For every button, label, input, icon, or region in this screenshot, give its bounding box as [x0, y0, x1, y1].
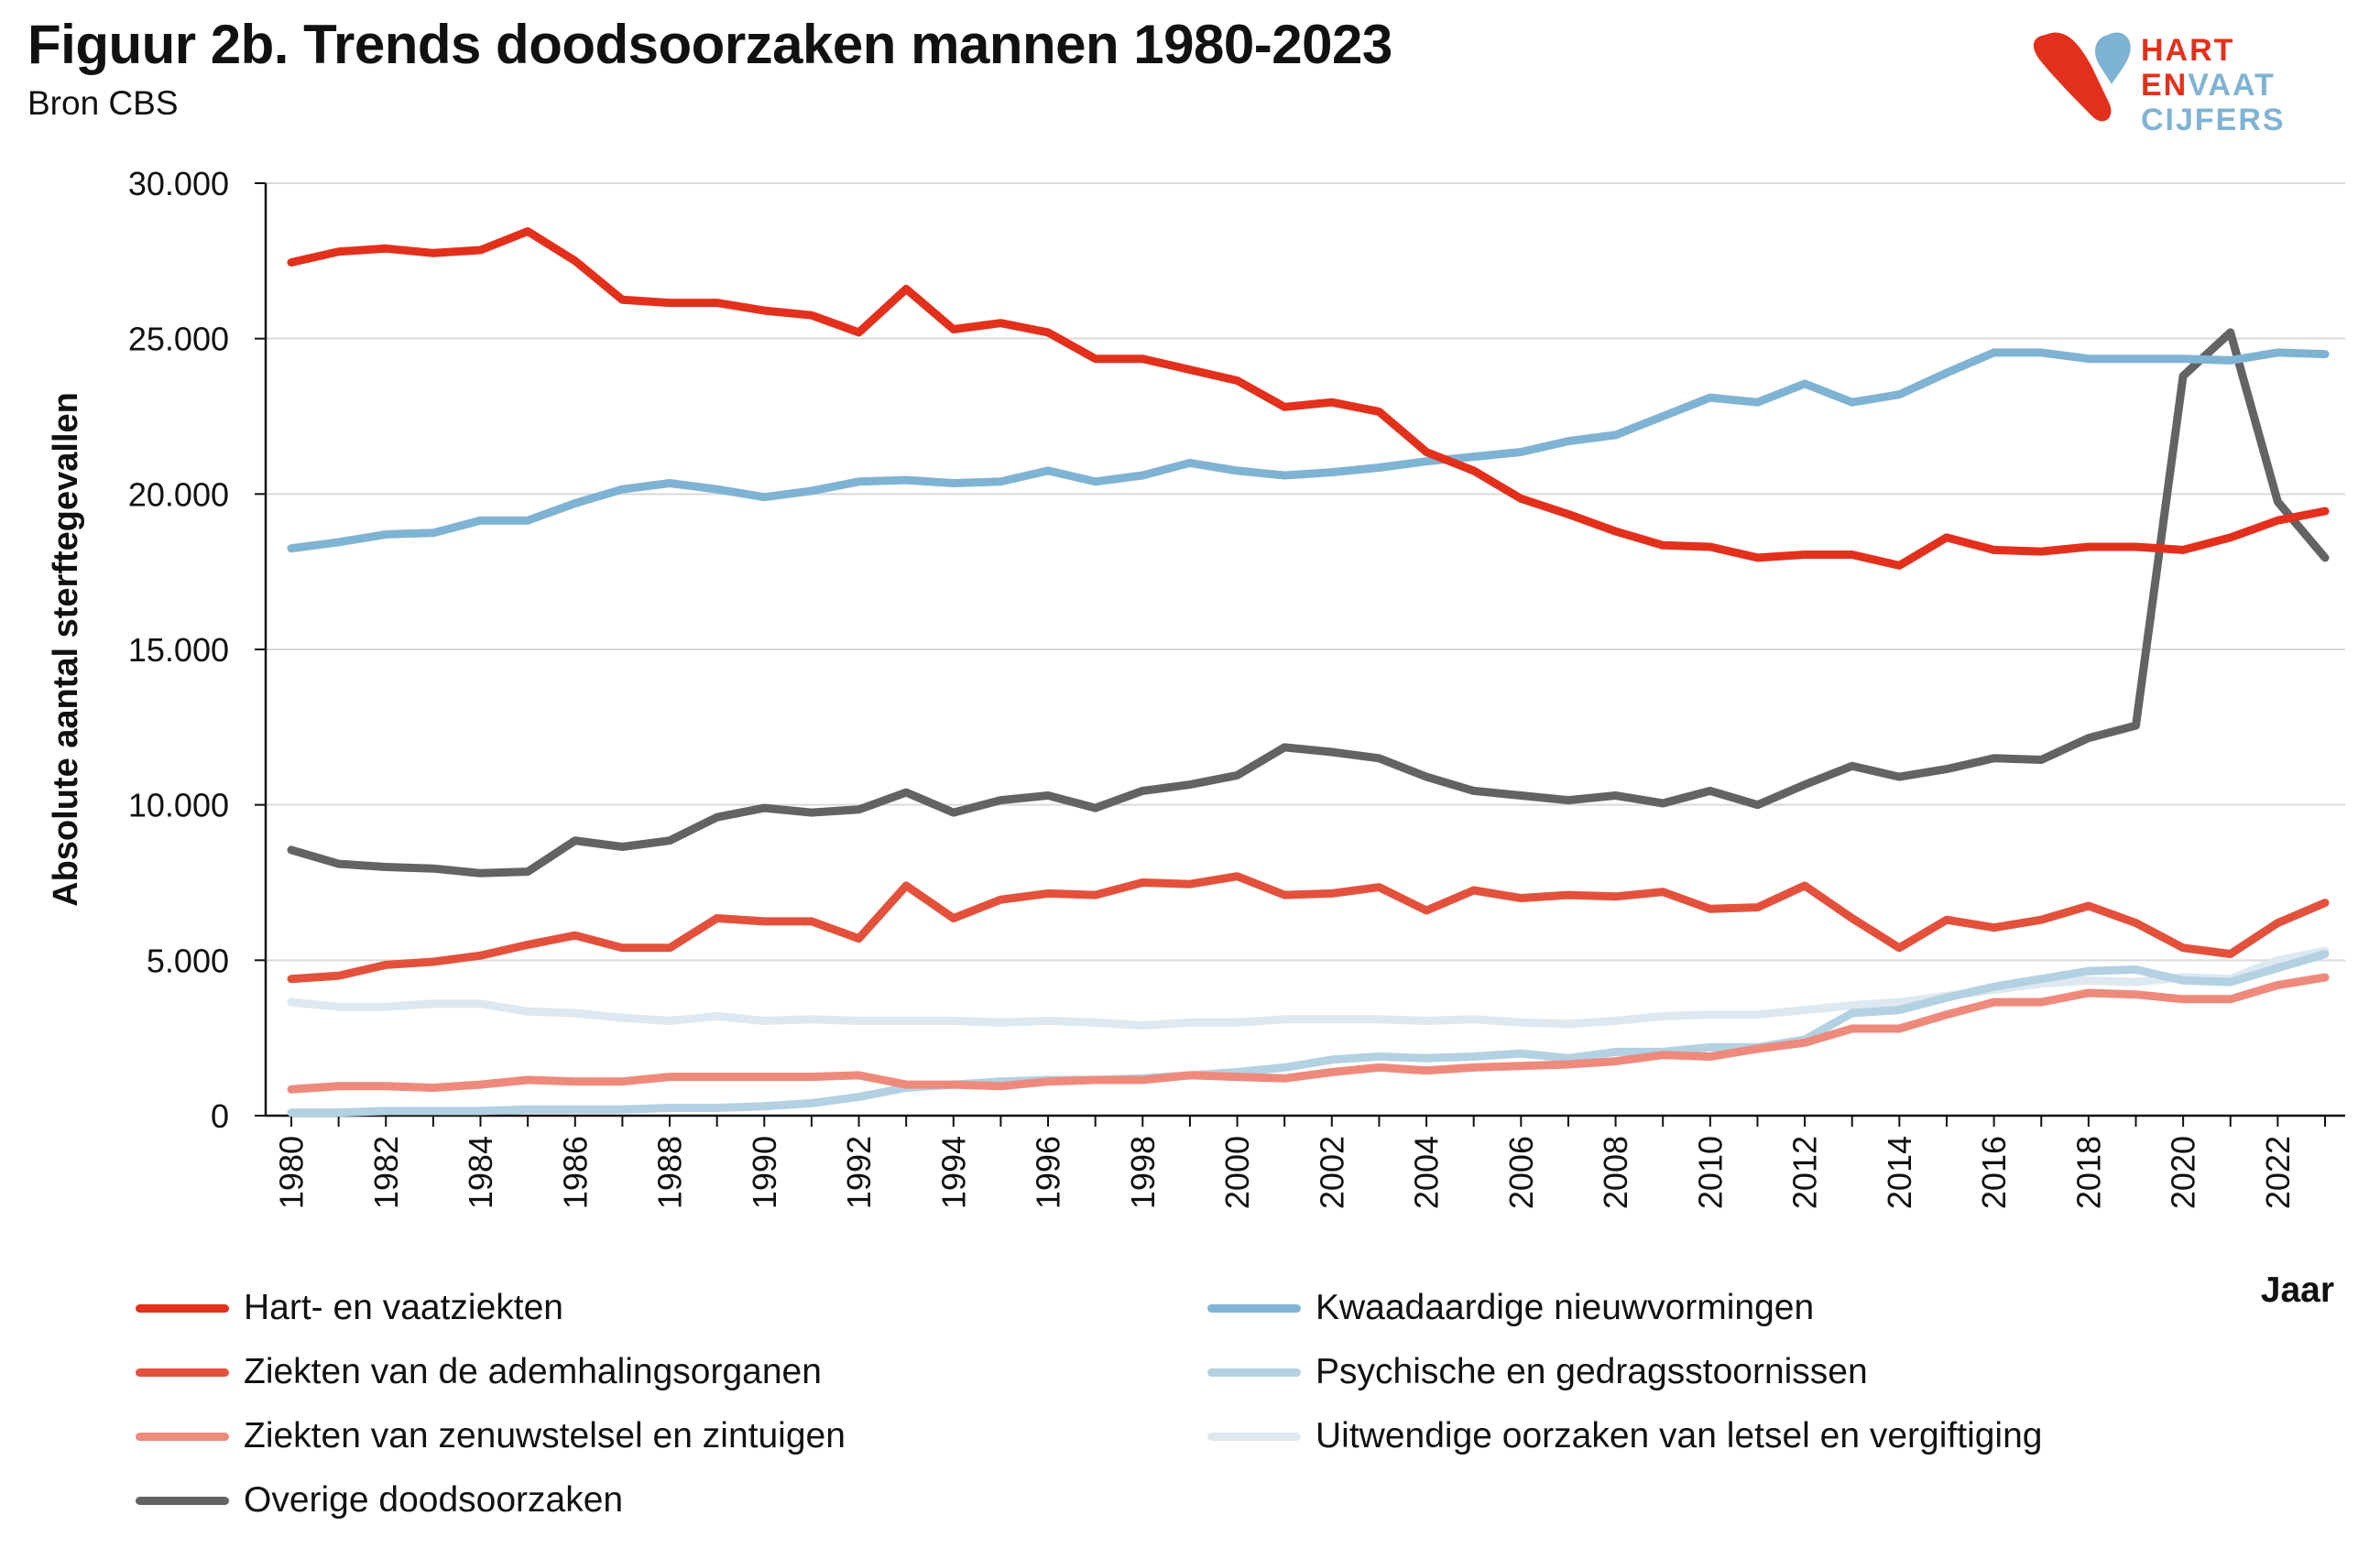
x-tick-label: 2022	[2259, 1136, 2297, 1209]
series-line-kwaadaardige-nieuwvormingen	[287, 348, 2330, 553]
x-tick-label: 2016	[1975, 1136, 2013, 1209]
series-line-ziekten-van-de-ademhalingsorganen	[287, 872, 2330, 984]
x-tick-label: 1984	[462, 1136, 499, 1209]
y-tick-label: 5.000	[147, 942, 229, 979]
x-tick-label: 2000	[1218, 1136, 1256, 1209]
x-tick-labels: 1980 1982 1984 1986 1988 1990 1992 1994 1996 1998…	[273, 1136, 2297, 1209]
logo-word-cijfers: CIJFERS	[2141, 103, 2286, 134]
x-tick-label: 1990	[746, 1136, 783, 1209]
x-tick-label: 1986	[556, 1136, 594, 1209]
logo-mark	[2033, 32, 2131, 122]
logo-heart-left-shape	[2033, 32, 2112, 122]
y-tick-labels: 0 5.000 10.000 15.000 20.000 25.000 30.000	[128, 165, 229, 1135]
logo-word-envaat: ENVAAT	[2141, 68, 2276, 103]
chart-subtitle: Bron CBS	[27, 84, 179, 122]
x-tick-label: 1980	[273, 1136, 311, 1209]
x-tick-label: 2012	[1786, 1136, 1824, 1209]
x-tick-label: 2002	[1313, 1136, 1350, 1209]
x-axis-label: Jaar	[2261, 1270, 2334, 1310]
logo-word-hart: HART	[2141, 33, 2234, 68]
x-tick-label: 1982	[367, 1136, 405, 1209]
x-tick-label: 1988	[651, 1136, 689, 1209]
y-tick-label: 30.000	[128, 165, 229, 202]
gridlines	[266, 182, 2345, 962]
logo-heart-right-shape	[2095, 32, 2131, 84]
y-tick-label: 15.000	[128, 631, 229, 669]
x-tick-label: 1992	[840, 1136, 878, 1209]
x-tick-label: 2020	[2165, 1136, 2202, 1209]
y-tick-label: 20.000	[128, 475, 229, 513]
y-tick-label: 0	[211, 1097, 229, 1135]
logo-word-vaat: VAAT	[2188, 68, 2276, 103]
x-tick-label: 2014	[1881, 1136, 1918, 1209]
series-lines	[287, 227, 2330, 1117]
chart-title: Figuur 2b. Trends doodsoorzaken mannen 1…	[27, 14, 1392, 75]
hartenvaatcijfers-logo: HART ENVAAT CIJFERS	[2033, 32, 2286, 134]
x-tick-label: 2004	[1408, 1136, 1446, 1209]
x-tick-label: 2008	[1597, 1136, 1634, 1209]
series-line-psychische-en-gedragsstoornissen	[287, 950, 2330, 1117]
x-tick-label: 2010	[1691, 1136, 1729, 1209]
series-line-uitwendige-oorzaken-van-letsel-en-vergiftiging	[287, 946, 2330, 1030]
x-tick-label: 1994	[934, 1136, 972, 1209]
series-line-ziekten-van-zenuwstelsel-en-zintuigen	[287, 973, 2330, 1094]
y-tick-label: 10.000	[128, 787, 229, 824]
x-tick-label: 1996	[1030, 1136, 1067, 1209]
x-tick-label: 2018	[2069, 1136, 2107, 1209]
axes	[255, 182, 2345, 1127]
series-line-hart-en-vaatziekten	[287, 227, 2330, 570]
logo-word-en: EN	[2141, 68, 2188, 103]
y-axis-label: Absolute aantal sterftegevallen	[47, 392, 85, 907]
series-line-overige-doodsoorzaken	[287, 328, 2330, 878]
x-tick-label: 1998	[1124, 1136, 1162, 1209]
y-tick-label: 25.000	[128, 321, 229, 358]
x-tick-label: 2006	[1502, 1136, 1540, 1209]
